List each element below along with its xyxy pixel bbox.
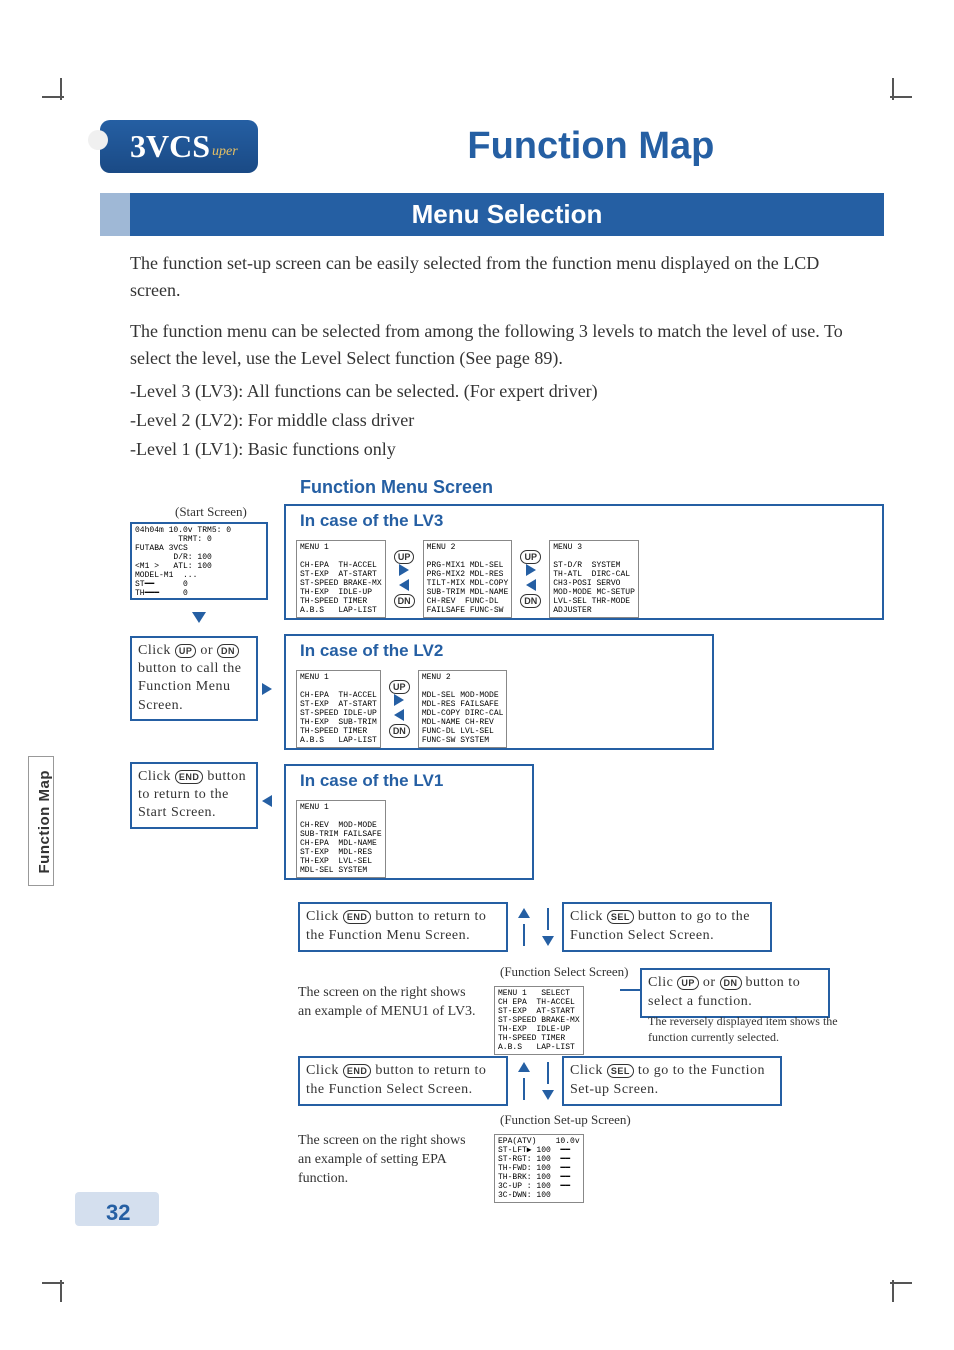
crop-mark [872, 78, 912, 118]
logo-suffix: uper [212, 144, 238, 159]
dn-button-icon: DN [217, 644, 239, 658]
arrow-right-icon [262, 682, 272, 700]
crop-mark [42, 1262, 82, 1302]
crop-mark [42, 78, 82, 118]
level2-desc: -Level 2 (LV2): For middle class driver [130, 407, 854, 434]
end-button-icon: END [343, 1064, 372, 1078]
lv1-menu1-lcd: MENU 1 CH-REV MOD-MODE SUB-TRIM FAILSAFE… [296, 800, 386, 878]
text: Clic [648, 975, 673, 990]
section-subtitle: Menu Selection [100, 193, 884, 236]
lv2-panel: In case of the LV2 MENU 1 CH-EPA TH-ACCE… [284, 634, 714, 750]
level3-desc: -Level 3 (LV3): All functions can be sel… [130, 378, 854, 405]
instruction-return-start: Click END button to return to the Start … [130, 762, 258, 829]
lcd-text: MENU 3 ST-D/R SYSTEM TH-ATL DIRC-CAL CH3… [550, 541, 638, 617]
lcd-text: 04h04m 10.0v TRM5: 0 TRMT: 0 FUTABA 3VCS… [132, 524, 266, 600]
note-sel-to-setup: Click SEL to go to the Function Set-up S… [562, 1056, 782, 1106]
end-button-icon: END [175, 770, 204, 784]
lcd-text: MENU 1 CH-REV MOD-MODE SUB-TRIM FAILSAFE… [297, 801, 385, 877]
lv3-menu1-lcd: MENU 1 CH-EPA TH-ACCEL ST-EXP AT-START S… [296, 540, 386, 618]
end-button-icon: END [343, 910, 372, 924]
text: Click [570, 1063, 603, 1078]
dn-button-icon: DN [520, 594, 541, 608]
text: Click [306, 1063, 339, 1078]
page-title: Function Map [298, 125, 884, 168]
lcd-text: MENU 2 PRG-MIX1 MDL-SEL PRG-MIX2 MDL-RES… [424, 541, 512, 617]
note-end-to-menu: Click END button to return to the Functi… [298, 902, 508, 952]
note-end-to-select: Click END button to return to the Functi… [298, 1056, 508, 1106]
lv1-title: In case of the LV1 [286, 766, 532, 796]
lv3-panel: In case of the LV3 MENU 1 CH-EPA TH-ACCE… [284, 504, 884, 620]
nav-arrows: UP DN [520, 550, 541, 608]
text: button to call the Function Menu Screen. [138, 661, 241, 712]
level1-desc: -Level 1 (LV1): Basic functions only [130, 436, 854, 463]
dn-button-icon: DN [394, 594, 415, 608]
up-button-icon: UP [520, 550, 541, 564]
arrow-left-icon [262, 794, 272, 812]
arrow-up-icon [518, 1062, 530, 1100]
note-updn-select: Clic UP or DN button to select a functio… [640, 968, 830, 1018]
lv1-panel: In case of the LV1 MENU 1 CH-REV MOD-MOD… [284, 764, 534, 880]
nav-arrows: UP DN [389, 680, 410, 738]
start-screen-lcd: 04h04m 10.0v TRM5: 0 TRMT: 0 FUTABA 3VCS… [130, 522, 268, 600]
side-tab-label: Function Map [36, 770, 53, 874]
instruction-call-menu: Click UP or DN button to call the Functi… [130, 636, 258, 721]
lcd-text: MENU 2 MDL-SEL MOD-MODE MDL-RES FAILSAFE… [419, 671, 507, 747]
arrow-up-icon [518, 908, 530, 946]
epa-example-note: The screen on the right shows an example… [298, 1132, 480, 1189]
lv2-menu2-lcd: MENU 2 MDL-SEL MOD-MODE MDL-RES FAILSAFE… [418, 670, 508, 748]
function-select-label: (Function Select Screen) [500, 964, 629, 980]
logo-text: 3VCS [130, 128, 210, 164]
page-number: 32 [106, 1200, 130, 1226]
lv3-menu3-lcd: MENU 3 ST-D/R SYSTEM TH-ATL DIRC-CAL CH3… [549, 540, 639, 618]
up-button-icon: UP [389, 680, 410, 694]
text: Click [570, 909, 603, 924]
start-screen-label: (Start Screen) [175, 504, 247, 520]
crop-mark [872, 1262, 912, 1302]
text: or [703, 975, 716, 990]
lcd-text: MENU 1 SELECT CH EPA TH-ACCEL ST-EXP AT-… [495, 987, 583, 1054]
example-note: The screen on the right shows an example… [298, 984, 480, 1022]
lcd-text: EPA(ATV) 10.0v ST-LFT▶ 100 ━━ ST-RGT: 10… [495, 1135, 583, 1202]
dn-button-icon: DN [389, 724, 410, 738]
sel-button-icon: SEL [607, 910, 634, 924]
product-logo: 3VCSuper [100, 120, 258, 173]
lv3-menu2-lcd: MENU 2 PRG-MIX1 MDL-SEL PRG-MIX2 MDL-RES… [423, 540, 513, 618]
lv2-title: In case of the LV2 [286, 636, 712, 666]
intro-paragraph-2: The function menu can be selected from a… [130, 318, 854, 372]
arrow-down-icon [542, 908, 554, 946]
text: Click [138, 769, 171, 784]
lv3-title: In case of the LV3 [286, 506, 882, 536]
function-menu-screen-label: Function Menu Screen [300, 477, 884, 498]
function-select-lcd: MENU 1 SELECT CH EPA TH-ACCEL ST-EXP AT-… [494, 986, 584, 1055]
lcd-text: MENU 1 CH-EPA TH-ACCEL ST-EXP AT-START S… [297, 671, 380, 747]
lcd-text: MENU 1 CH-EPA TH-ACCEL ST-EXP AT-START S… [297, 541, 385, 617]
up-button-icon: UP [677, 976, 699, 990]
dn-button-icon: DN [720, 976, 742, 990]
text: Click [306, 909, 339, 924]
note-sel-to-select: Click SEL button to go to the Function S… [562, 902, 772, 952]
lv2-menu1-lcd: MENU 1 CH-EPA TH-ACCEL ST-EXP AT-START S… [296, 670, 381, 748]
function-setup-lcd: EPA(ATV) 10.0v ST-LFT▶ 100 ━━ ST-RGT: 10… [494, 1134, 584, 1203]
text: Click [138, 643, 171, 658]
up-button-icon: UP [175, 644, 197, 658]
function-setup-label: (Function Set-up Screen) [500, 1112, 631, 1128]
diagram-area: (Start Screen) 04h04m 10.0v TRM5: 0 TRMT… [100, 504, 884, 1224]
arrow-down-icon [192, 612, 206, 623]
up-button-icon: UP [394, 550, 415, 564]
sel-button-icon: SEL [607, 1064, 634, 1078]
connector-line [620, 989, 640, 991]
nav-arrows: UP DN [394, 550, 415, 608]
intro-paragraph-1: The function set-up screen can be easily… [130, 250, 854, 304]
arrow-down-icon [542, 1062, 554, 1100]
text: or [200, 643, 213, 658]
reverse-note: The reversely displayed item shows the f… [648, 1014, 858, 1045]
